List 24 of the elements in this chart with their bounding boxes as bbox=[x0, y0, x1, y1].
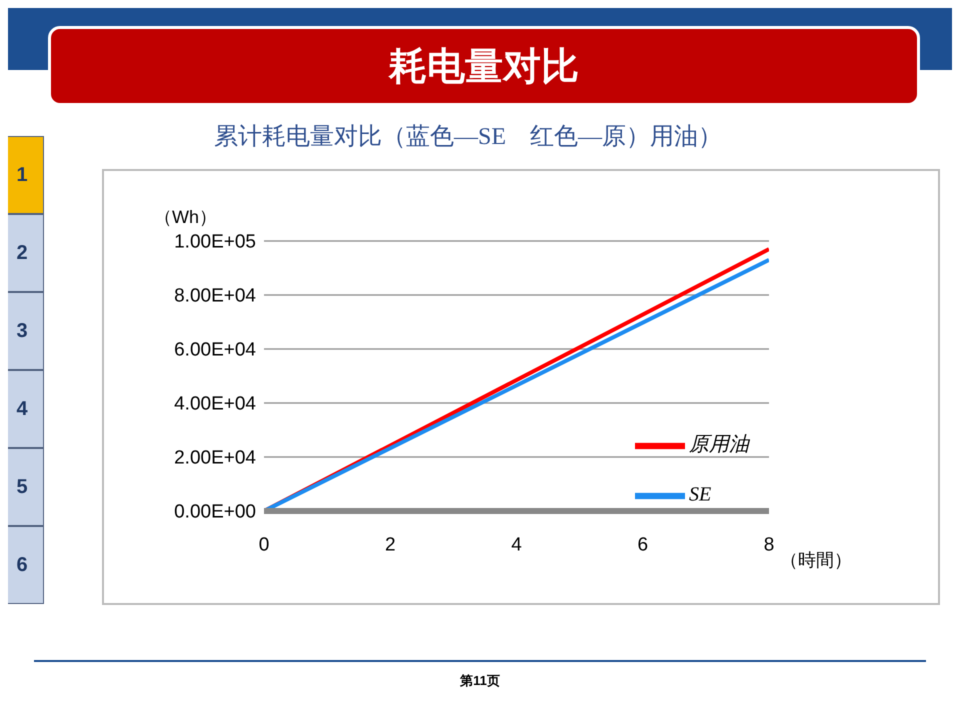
x-tick-label: 8 bbox=[764, 534, 774, 556]
text: 4 bbox=[15, 396, 29, 422]
x-tick-label: 4 bbox=[511, 534, 522, 556]
y-axis-title: （Wh） bbox=[154, 206, 217, 229]
y-tick-label: 1.00E+05 bbox=[174, 232, 256, 253]
y-tick-label: 2.00E+04 bbox=[174, 448, 256, 469]
y-tick-label: 6.00E+04 bbox=[174, 340, 256, 361]
text: 6 bbox=[15, 552, 29, 578]
text: 2 bbox=[15, 240, 29, 266]
text: 5 bbox=[15, 474, 29, 500]
chart-title: 耗电量对比 bbox=[389, 44, 579, 90]
y-tick-label: 8.00E+04 bbox=[174, 286, 256, 307]
text: 3 bbox=[15, 318, 29, 344]
x-axis-title: （時間） bbox=[780, 549, 852, 572]
y-tick-label: 4.00E+04 bbox=[174, 394, 256, 415]
y-tick-label: 0.00E+00 bbox=[174, 502, 256, 523]
chart-subtitle: 累计耗电量对比（蓝色—SE 红色—原）用油） bbox=[212, 123, 723, 152]
legend-label: 原用油 bbox=[689, 434, 749, 456]
x-tick-label: 6 bbox=[637, 534, 648, 556]
x-tick-label: 0 bbox=[258, 534, 270, 556]
legend-label: SE bbox=[689, 484, 712, 506]
text: 第11页 bbox=[459, 672, 501, 690]
x-tick-label: 2 bbox=[384, 534, 396, 556]
text: 1 bbox=[15, 162, 29, 188]
